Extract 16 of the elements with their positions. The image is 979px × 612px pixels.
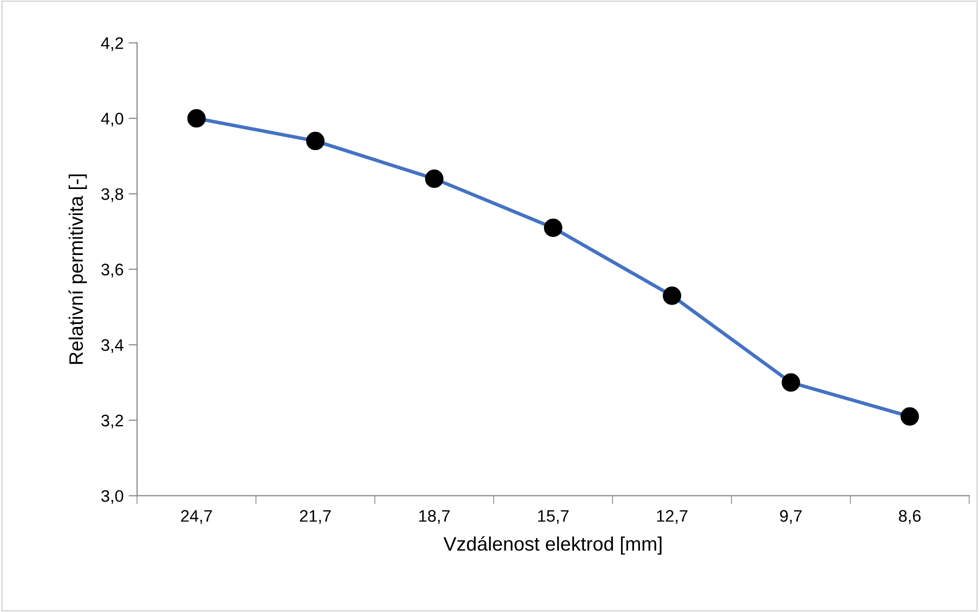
y-tick-label: 4,0 <box>101 112 124 126</box>
y-tick-label: 3,0 <box>101 490 124 504</box>
y-tick-label: 3,4 <box>101 339 124 353</box>
y-tick-label: 3,6 <box>101 264 124 278</box>
x-tick-label: 21,7 <box>300 510 331 524</box>
y-axis-title: Relativní permitivita [-] <box>68 174 87 364</box>
x-tick-label: 8,6 <box>898 510 921 524</box>
x-tick-label: 24,7 <box>181 510 212 524</box>
x-tick-label: 15,7 <box>538 510 569 524</box>
y-tick-label: 4,2 <box>101 37 124 52</box>
x-tick-label: 12,7 <box>657 510 688 524</box>
y-tick-label: 3,8 <box>101 188 124 202</box>
y-tick-label: 3,2 <box>101 414 124 428</box>
x-tick-label: 18,7 <box>419 510 450 524</box>
x-axis-title: Vzdálenost elektrod [mm] <box>444 536 662 555</box>
x-tick-label: 9,7 <box>780 510 802 524</box>
